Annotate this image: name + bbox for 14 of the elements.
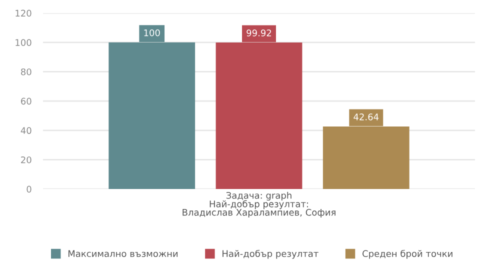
y-tick-label: 80 [21,68,32,76]
y-tick-label: 120 [16,10,32,17]
data-label: 99.92 [246,30,272,36]
legend-label: Среден брой точки [362,250,452,259]
y-tick-label: 40 [20,127,32,134]
data-label: 100 [144,29,160,36]
legend-label: Максимално възможни [68,250,178,258]
y-tick-label: 20 [21,156,32,164]
legend-label: Най-добър резултат [222,250,318,259]
y-tick-label: 100 [16,39,32,46]
y-tick-label: 60 [21,98,32,105]
y-tick-label: 0 [26,186,32,193]
data-label: 42.64 [354,114,379,120]
x-tick-label: Задача: graph Най-добър резултат: Владислав Харалампиев, София [182,192,336,218]
